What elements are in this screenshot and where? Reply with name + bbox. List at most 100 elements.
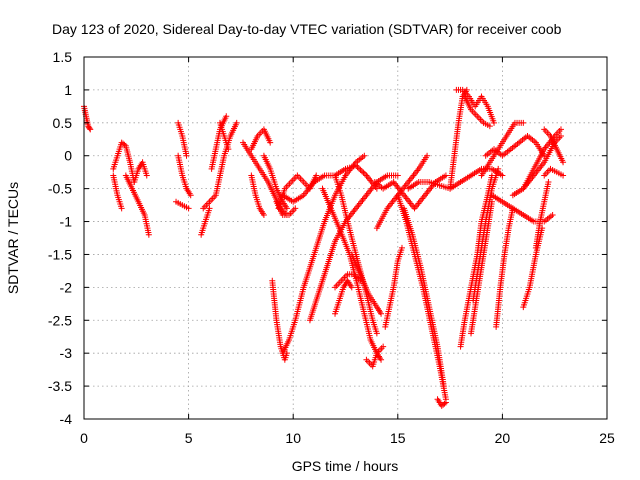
series-arc-48: [541, 126, 567, 166]
series-arc-03: [110, 172, 125, 212]
y-tick-label: -4: [60, 411, 73, 427]
series-arc-05: [131, 159, 150, 186]
x-tick-label: 15: [390, 430, 406, 446]
series-arc-14: [248, 126, 274, 153]
data-point: [545, 179, 552, 186]
data-point: [185, 205, 192, 212]
series-arc-51: [541, 165, 567, 179]
data-point: [549, 211, 556, 218]
data-point: [267, 139, 274, 146]
data-point: [118, 205, 125, 212]
data-point: [424, 152, 431, 159]
series-arc-38: [461, 93, 493, 130]
x-tick-label: 0: [80, 430, 88, 446]
axis-ticks: 0 5 10 15 20 25 1.5 1 0.5 0 -0.5 -1 -1.5 -2 -2.5 -3 -3.5…: [48, 49, 615, 446]
data-point: [233, 119, 240, 126]
data-points: [81, 86, 567, 409]
series-arc-09: [198, 205, 213, 238]
data-point: [313, 172, 320, 179]
y-tick-label: 1: [64, 82, 72, 98]
data-point: [223, 113, 230, 120]
series-arc-12: [216, 119, 232, 153]
series-arc-11: [208, 113, 230, 172]
y-tick-label: -1.5: [48, 246, 72, 262]
data-point: [373, 185, 380, 192]
series-arc-18: [275, 172, 320, 212]
data-point: [380, 343, 387, 350]
chart-title: Day 123 of 2020, Sidereal Day-to-day VTE…: [52, 21, 562, 37]
data-point: [143, 172, 150, 179]
data-point: [491, 119, 498, 126]
data-point: [499, 172, 506, 179]
plot-frame: [83, 56, 608, 420]
data-point: [183, 152, 190, 159]
data-point: [357, 166, 364, 173]
y-tick-label: -2.5: [48, 312, 72, 328]
data-point: [358, 168, 365, 175]
series-arc-28: [363, 343, 387, 370]
y-tick-label: 1.5: [53, 49, 73, 65]
data-point: [378, 310, 385, 317]
series-arc-49: [520, 225, 546, 311]
data-point: [373, 330, 380, 337]
data-point: [442, 172, 449, 179]
x-tick-label: 10: [285, 430, 301, 446]
data-point: [121, 141, 128, 148]
data-point: [206, 205, 213, 212]
series-arc-20: [269, 277, 290, 363]
data-point: [145, 231, 152, 238]
data-point: [509, 205, 516, 212]
y-tick-label: 0.5: [53, 115, 73, 131]
data-point: [560, 172, 567, 179]
x-axis-title: GPS time / hours: [292, 458, 399, 474]
data-point: [361, 152, 368, 159]
series-arc-41: [470, 165, 502, 304]
series-arc-31: [373, 152, 431, 232]
data-point: [260, 211, 267, 218]
y-tick-label: -0.5: [48, 181, 72, 197]
data-point: [283, 205, 290, 212]
series-arc-34: [434, 396, 449, 409]
data-point: [348, 284, 355, 291]
data-point: [560, 159, 567, 166]
series-arc-19: [273, 198, 299, 218]
series-arc-26: [332, 277, 355, 317]
data-point: [398, 244, 405, 251]
series-arc-25: [332, 271, 364, 291]
data-point: [378, 356, 385, 363]
y-tick-label: -1: [60, 214, 73, 230]
y-tick-label: -3: [60, 345, 73, 361]
data-point: [354, 164, 361, 171]
data-point: [187, 192, 194, 199]
data-point: [86, 125, 93, 132]
series-arc-37: [453, 86, 498, 126]
data-point: [495, 165, 502, 172]
data-point: [361, 171, 368, 178]
y-tick-label: 0: [64, 148, 72, 164]
x-tick-label: 5: [185, 430, 193, 446]
y-tick-label: -2: [60, 279, 73, 295]
data-point: [355, 165, 362, 172]
x-tick-label: 25: [599, 430, 615, 446]
series-arc-22: [306, 172, 401, 324]
data-point: [441, 400, 448, 407]
series-arc-44: [488, 192, 556, 225]
series-arc-27: [348, 251, 385, 317]
data-point: [486, 123, 493, 130]
series-arc-08: [173, 198, 192, 212]
series-arc-15: [248, 172, 267, 218]
data-point: [442, 399, 449, 406]
data-point: [557, 126, 564, 133]
series-arc-07: [175, 152, 194, 199]
data-point: [520, 119, 527, 126]
series-arc-02: [110, 139, 138, 186]
series-arc-29: [382, 244, 405, 330]
series-arc-42: [478, 119, 527, 179]
data-point: [557, 132, 564, 139]
data-point: [225, 146, 232, 153]
data-point: [87, 126, 94, 133]
series-arc-50: [532, 179, 552, 251]
data-point: [394, 172, 401, 179]
series-arc-45: [493, 205, 516, 330]
